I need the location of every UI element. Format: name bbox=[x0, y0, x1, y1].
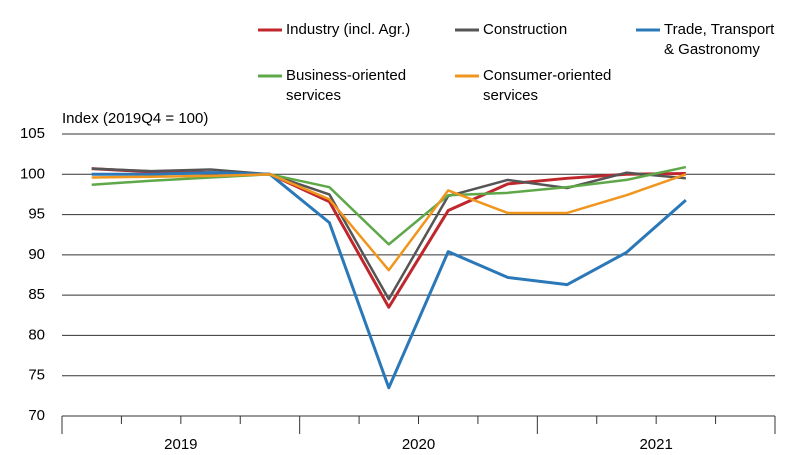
y-tick-label: 85 bbox=[28, 286, 45, 303]
series-line bbox=[91, 167, 686, 309]
y-tick-label: 80 bbox=[28, 326, 45, 343]
x-group-label: 2019 bbox=[164, 436, 197, 453]
x-group-label: 2021 bbox=[639, 436, 672, 453]
y-tick-label: 90 bbox=[28, 246, 45, 263]
y-tick-label: 75 bbox=[28, 367, 45, 384]
legend-label: Industry (incl. Agr.) bbox=[286, 21, 411, 38]
series-line bbox=[91, 173, 687, 272]
series-line bbox=[91, 165, 687, 246]
series-line bbox=[91, 171, 687, 390]
y-tick-label: 105 bbox=[20, 125, 45, 142]
series-line bbox=[91, 167, 686, 301]
legend-label: Construction bbox=[483, 21, 568, 38]
x-group-label: 2020 bbox=[402, 436, 435, 453]
y-axis-label: Index (2019Q4 = 100) bbox=[62, 110, 208, 127]
legend-label: Trade, Transport & Gastronomy bbox=[664, 21, 775, 58]
legend-label: Business-oriented services bbox=[286, 67, 407, 104]
y-tick-label: 70 bbox=[28, 407, 45, 424]
y-tick-label: 100 bbox=[20, 165, 45, 182]
y-tick-label: 95 bbox=[28, 206, 45, 223]
legend-label: Consumer-oriented services bbox=[483, 67, 612, 104]
